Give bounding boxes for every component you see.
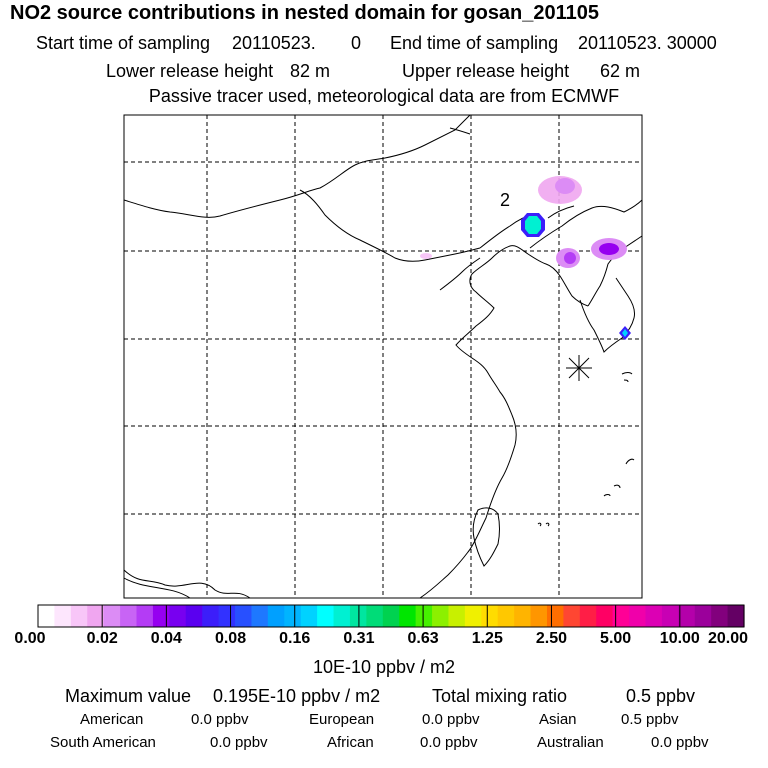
plume-east-core <box>599 243 619 255</box>
end-time-label: End time of sampling <box>390 33 559 53</box>
colorbar-swatch <box>54 605 72 627</box>
colorbar-swatch <box>169 605 187 627</box>
colorbar-swatch <box>120 605 138 627</box>
upper-release-value: 62 m <box>600 61 641 81</box>
receptor-blob-inner <box>622 329 628 337</box>
colorbar-tick-label: 10.00 <box>659 630 700 647</box>
colorbar <box>38 605 745 627</box>
upper-release-label: Upper release height <box>402 61 570 81</box>
colorbar-swatch <box>103 605 121 627</box>
colorbar-tick-label: 5.00 <box>600 630 632 647</box>
colorbar-swatch <box>432 605 450 627</box>
start-time-hour: 0 <box>351 33 362 53</box>
colorbar-tick-label: 0.04 <box>150 630 182 647</box>
colorbar-swatch <box>87 605 105 627</box>
colorbar-swatch <box>235 605 253 627</box>
colorbar-swatch <box>727 605 745 627</box>
release-label: 2 <box>500 190 510 210</box>
max-value-label: Maximum value <box>65 686 192 706</box>
colorbar-swatch <box>448 605 466 627</box>
group-name-european: European <box>309 711 375 728</box>
graticule <box>124 115 642 598</box>
start-time-value: 20110523. <box>232 33 316 53</box>
colorbar-swatch <box>497 605 515 627</box>
colorbar-swatch <box>563 605 581 627</box>
plume-pyongyang-core <box>564 252 576 264</box>
colorbar-swatch <box>678 605 696 627</box>
colorbar-swatch <box>70 605 88 627</box>
colorbar-swatch <box>366 605 384 627</box>
plume-northeast-core <box>555 178 575 194</box>
colorbar-unit: 10E-10 ppbv / m2 <box>312 657 456 677</box>
group-name-african: African <box>327 734 374 751</box>
colorbar-swatch <box>251 605 269 627</box>
release-blob-inner <box>525 216 541 234</box>
colorbar-tick-label: 0.63 <box>407 630 439 647</box>
end-time-value: 20110523. 30000 <box>578 33 717 53</box>
colorbar-swatch <box>317 605 335 627</box>
colorbar-swatch <box>481 605 499 627</box>
colorbar-tick-label: 20.00 <box>707 630 749 647</box>
tracer-note: Passive tracer used, meteorological data… <box>148 86 620 106</box>
colorbar-swatch <box>612 605 630 627</box>
total-mixing-value: 0.5 ppbv <box>626 686 696 706</box>
group-name-australian: Australian <box>537 734 604 751</box>
colorbar-swatch <box>267 605 285 627</box>
colorbar-swatch <box>661 605 679 627</box>
colorbar-swatch <box>514 605 532 627</box>
receptor-asterisk-icon <box>566 355 592 381</box>
colorbar-swatch <box>415 605 433 627</box>
colorbar-tick-label: 0.00 <box>14 630 46 647</box>
group-value-australian: 0.0 ppbv <box>651 734 709 751</box>
group-value-european: 0.0 ppbv <box>422 711 480 728</box>
colorbar-tick-label: 2.50 <box>535 630 568 647</box>
colorbar-swatch <box>711 605 729 627</box>
total-mixing-label: Total mixing ratio <box>432 686 568 706</box>
plume-west <box>420 253 432 259</box>
colorbar-swatch <box>464 605 482 627</box>
colorbar-tick-label: 0.08 <box>214 630 247 647</box>
colorbar-swatch <box>300 605 318 627</box>
colorbar-swatch <box>284 605 302 627</box>
colorbar-tick-label: 0.16 <box>279 630 311 647</box>
group-name-south-american: South American <box>50 734 156 751</box>
colorbar-swatch <box>645 605 663 627</box>
start-time-label: Start time of sampling <box>36 33 211 53</box>
colorbar-swatch <box>185 605 203 627</box>
colorbar-frame <box>37 604 745 628</box>
colorbar-tick-label: 0.02 <box>86 630 118 647</box>
lower-release-value: 82 m <box>290 61 331 81</box>
colorbar-swatch <box>152 605 170 627</box>
colorbar-swatch <box>38 605 56 627</box>
plot-title: NO2 source contributions in nested domai… <box>10 2 600 24</box>
colorbar-swatch <box>202 605 220 627</box>
max-value: 0.195E-10 ppbv / m2 <box>213 686 381 706</box>
plumes <box>420 176 631 340</box>
group-value-african: 0.0 ppbv <box>420 734 478 751</box>
colorbar-swatch <box>218 605 236 627</box>
group-value-american: 0.0 ppbv <box>191 711 249 728</box>
colorbar-swatch <box>399 605 417 627</box>
colorbar-tick-label: 0.31 <box>343 630 375 647</box>
colorbar-swatch <box>694 605 712 627</box>
group-value-asian: 0.5 ppbv <box>621 711 679 728</box>
lower-release-label: Lower release height <box>106 61 274 81</box>
colorbar-swatch <box>629 605 647 627</box>
colorbar-swatch <box>382 605 400 627</box>
colorbar-swatch <box>579 605 597 627</box>
colorbar-swatch <box>596 605 614 627</box>
colorbar-swatch <box>333 605 351 627</box>
coastlines <box>123 114 643 599</box>
colorbar-tick-label: 1.25 <box>471 630 503 647</box>
group-value-south-american: 0.0 ppbv <box>210 734 268 751</box>
colorbar-swatch <box>530 605 548 627</box>
group-name-asian: Asian <box>539 711 577 728</box>
colorbar-swatch <box>546 605 564 627</box>
colorbar-swatch <box>136 605 154 627</box>
group-name-american: American <box>80 711 144 728</box>
